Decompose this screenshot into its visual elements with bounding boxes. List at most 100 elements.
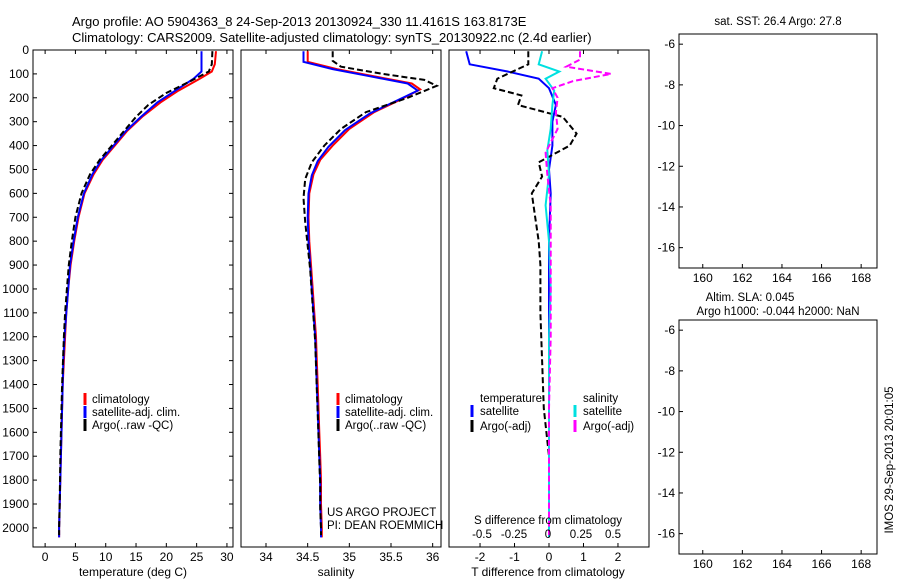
map-y-tick-label: -10 bbox=[658, 405, 676, 419]
figure-title-line2: Climatology: CARS2009. Satellite-adjuste… bbox=[72, 30, 592, 45]
legend-header-salinity: salinity bbox=[583, 393, 618, 405]
y-tick-label: 300 bbox=[9, 115, 29, 129]
y-tick-label: 1700 bbox=[2, 449, 29, 463]
map-y-tick-label: -14 bbox=[658, 486, 676, 500]
map-y-tick-label: -8 bbox=[664, 364, 675, 378]
legend-label-argo: Argo(..raw -QC) bbox=[345, 420, 426, 432]
temperature-lines bbox=[58, 51, 217, 538]
legend-label-s-satellite: satellite bbox=[583, 406, 622, 418]
y-tick-label: 1900 bbox=[2, 497, 29, 511]
x-tick-label: -1 bbox=[509, 550, 520, 564]
legend-label-t-satellite: satellite bbox=[480, 406, 519, 418]
map-x-tick-label: 160 bbox=[693, 271, 713, 285]
x-tick-label: 20 bbox=[160, 550, 174, 564]
y-tick-label: 900 bbox=[9, 258, 29, 272]
figure-title-line1: Argo profile: AO 5904363_8 24-Sep-2013 2… bbox=[72, 14, 527, 29]
map-x-tick-label: 168 bbox=[851, 557, 871, 571]
series-line-s-satellite bbox=[537, 50, 562, 538]
series-line-s-argo-adj- bbox=[544, 51, 612, 536]
legend-label-t-argo: Argo(-adj) bbox=[480, 421, 531, 433]
legend-label-s-argo: Argo(-adj) bbox=[583, 421, 634, 433]
sla-map-title: Altim. SLA: 0.045 bbox=[706, 292, 795, 304]
salinity-panel: 34 34.5 35 35.5 36 salinity climatology sate… bbox=[240, 49, 443, 579]
y-tick-label: 1600 bbox=[2, 425, 29, 439]
sla-map-panel: Altim. SLA: 0.045 Argo h1000: -0.044 h20… bbox=[658, 292, 878, 571]
legend-label-argo: Argo(..raw -QC) bbox=[92, 420, 173, 432]
s-tick-label: 0.5 bbox=[605, 529, 621, 541]
difference-lines bbox=[465, 50, 612, 538]
y-tick-label: 700 bbox=[9, 210, 29, 224]
map-x-tick-label: 164 bbox=[772, 557, 792, 571]
legend-label-satellite: satellite-adj. clim. bbox=[345, 407, 433, 419]
salinity-axes bbox=[240, 49, 442, 548]
salinity-legend: climatology satellite-adj. clim. Argo(..… bbox=[336, 393, 433, 432]
map-x-tick-label: 160 bbox=[693, 557, 713, 571]
depth-axis: 0 100 200 300 400 500 600 700 800 900 1000 1100 1200… bbox=[2, 43, 233, 535]
x-tick-label: 35 bbox=[343, 550, 357, 564]
x-tick-label: 0 bbox=[42, 550, 49, 564]
sla-map-subtitle: Argo h1000: -0.044 h2000: NaN bbox=[696, 306, 859, 318]
difference-legend: temperature salinity satellite Argo(-adj… bbox=[470, 393, 634, 433]
sst-map-panel: sat. SST: 26.4 Argo: 27.8 160 162 164 166 16… bbox=[658, 16, 878, 285]
y-tick-label: 1300 bbox=[2, 354, 29, 368]
y-tick-label: 800 bbox=[9, 234, 29, 248]
sla-map-axes: 160 162 164 166 168 -6 -8 -10 -12 -14 -16 bbox=[658, 323, 872, 571]
x-tick-label: -2 bbox=[475, 550, 486, 564]
y-tick-label: 200 bbox=[9, 91, 29, 105]
map-x-tick-label: 162 bbox=[732, 557, 752, 571]
y-tick-label: 1000 bbox=[2, 282, 29, 296]
legend-label-climatology: climatology bbox=[92, 394, 150, 406]
y-tick-label: 600 bbox=[9, 186, 29, 200]
map-y-tick-label: -6 bbox=[664, 323, 675, 337]
x-tick-label: 30 bbox=[220, 550, 234, 564]
map-y-tick-label: -10 bbox=[658, 119, 676, 133]
map-x-tick-label: 168 bbox=[851, 271, 871, 285]
s-tick-label: -0.5 bbox=[472, 529, 492, 541]
sla-map-frame bbox=[678, 319, 878, 555]
map-y-tick-label: -12 bbox=[658, 445, 676, 459]
y-tick-label: 400 bbox=[9, 139, 29, 153]
y-tick-label: 500 bbox=[9, 162, 29, 176]
map-y-tick-label: -14 bbox=[658, 200, 676, 214]
legend-header-temperature: temperature bbox=[480, 393, 542, 405]
x-tick-label: 15 bbox=[129, 550, 143, 564]
x-tick-label: 0 bbox=[546, 550, 553, 564]
difference-panel: -2 -1 0 1 2 S difference from climatology -0… bbox=[448, 49, 650, 579]
x-tick-label: 35.5 bbox=[379, 550, 403, 564]
sst-map-frame bbox=[678, 33, 878, 269]
x-tick-label: 25 bbox=[190, 550, 204, 564]
map-x-tick-label: 164 bbox=[772, 271, 792, 285]
legend-label-satellite: satellite-adj. clim. bbox=[92, 407, 180, 419]
x-tick-label: 34.5 bbox=[296, 550, 320, 564]
t-difference-xlabel: T difference from climatology bbox=[471, 565, 625, 579]
salinity-lines bbox=[302, 51, 440, 538]
x-tick-label: 2 bbox=[615, 550, 622, 564]
map-y-tick-label: -12 bbox=[658, 159, 676, 173]
temperature-xlabel: temperature (deg C) bbox=[79, 565, 187, 579]
map-y-tick-label: -16 bbox=[658, 527, 676, 541]
s-tick-label: 0 bbox=[545, 529, 551, 541]
x-tick-label: 10 bbox=[99, 550, 113, 564]
sst-map-title: sat. SST: 26.4 Argo: 27.8 bbox=[714, 16, 841, 28]
temperature-legend: climatology satellite-adj. clim. Argo(..… bbox=[83, 393, 180, 432]
sst-map-axes: 160 162 164 166 168 -6 -8 -10 -12 -14 -16 bbox=[658, 37, 872, 285]
map-y-tick-label: -6 bbox=[664, 37, 675, 51]
temperature-x-axis: 0 5 10 15 20 25 30 bbox=[42, 50, 234, 564]
y-tick-label: 1200 bbox=[2, 330, 29, 344]
map-x-tick-label: 166 bbox=[812, 271, 832, 285]
series-line-t-argo-adj- bbox=[492, 51, 578, 536]
s-tick-label: -0.25 bbox=[501, 529, 527, 541]
difference-x-axis: -2 -1 0 1 2 bbox=[475, 50, 622, 564]
x-tick-label: 5 bbox=[72, 550, 79, 564]
series-line-argo-raw-qc- bbox=[58, 51, 214, 536]
x-tick-label: 34 bbox=[259, 550, 273, 564]
y-tick-label: 1100 bbox=[3, 306, 29, 320]
legend-label-climatology: climatology bbox=[345, 394, 403, 406]
y-tick-label: 1500 bbox=[2, 401, 29, 415]
s-tick-label: 0.25 bbox=[570, 529, 592, 541]
salinity-xlabel: salinity bbox=[318, 565, 355, 579]
map-x-tick-label: 166 bbox=[812, 557, 832, 571]
temperature-panel: 0100200300400500600700800900100011001200… bbox=[2, 43, 234, 579]
map-y-tick-label: -8 bbox=[664, 78, 675, 92]
